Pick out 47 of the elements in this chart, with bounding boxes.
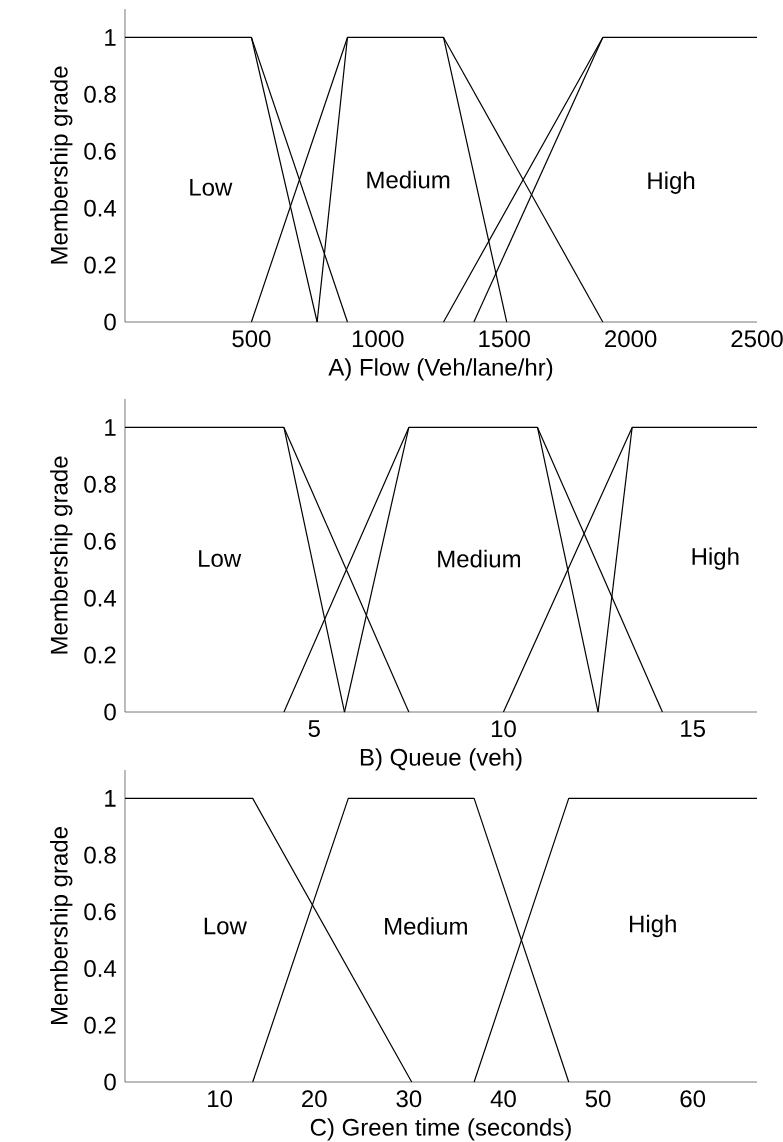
x-tick-label: 2500 xyxy=(731,330,783,348)
annotation: Low xyxy=(199,550,242,567)
y-tick-label: 0.8 xyxy=(84,475,116,493)
y-tick-label: 0.2 xyxy=(84,646,116,664)
y-tick-label: 1 xyxy=(105,29,116,46)
y-tick-label: 0 xyxy=(104,1073,116,1091)
x-tick-label: 40 xyxy=(490,1090,516,1108)
annotation: High xyxy=(630,914,676,938)
y-tick-label: 0.4 xyxy=(84,960,117,978)
x-axis-title: A) Flow (Veh/lane/hr) xyxy=(328,358,553,381)
x-tick-label: 5 xyxy=(308,720,320,738)
annotation: Medium xyxy=(438,549,521,568)
x-tick-label: 1500 xyxy=(479,330,530,348)
x-tick-label: 2000 xyxy=(605,330,657,348)
x-tick-label: 60 xyxy=(680,1090,706,1108)
y-tick-label: 1 xyxy=(105,790,116,807)
annotation: Medium xyxy=(367,170,450,189)
annotation: Low xyxy=(190,179,233,196)
x-tick-label: 15 xyxy=(681,720,705,738)
x-tick-label: 10 xyxy=(208,1090,233,1108)
annotation: Medium xyxy=(385,917,467,935)
y-tick-label: 0 xyxy=(104,313,116,331)
annotation: High xyxy=(692,547,739,570)
y-axis-title: Membership grade xyxy=(50,827,73,1025)
y-tick-label: 0.4 xyxy=(84,589,117,607)
y-tick-label: 0 xyxy=(104,703,116,721)
annotation: High xyxy=(648,171,695,194)
x-tick-label: 1000 xyxy=(352,330,404,348)
y-axis-title: Membership grade xyxy=(50,456,73,654)
x-tick-label: 30 xyxy=(396,1090,422,1108)
y-tick-label: 0.4 xyxy=(84,199,117,217)
x-axis-title: C) Green time (seconds) xyxy=(310,1118,571,1141)
y-tick-label: 0.2 xyxy=(84,256,116,274)
x-tick-label: 10 xyxy=(491,720,516,738)
y-tick-label: 0.2 xyxy=(84,1016,116,1034)
y-tick-label: 0.8 xyxy=(84,846,116,864)
x-tick-label: 500 xyxy=(232,330,271,348)
y-tick-label: 0.6 xyxy=(84,903,116,921)
y-tick-label: 1 xyxy=(105,419,116,436)
y-tick-label: 0.6 xyxy=(84,142,116,160)
y-tick-label: 0.8 xyxy=(84,85,116,103)
annotation: Low xyxy=(204,917,247,935)
x-tick-label: 20 xyxy=(302,1090,327,1108)
y-tick-label: 0.6 xyxy=(84,532,116,550)
y-axis-title: Membership grade xyxy=(50,66,73,264)
x-axis-title: B) Queue (veh) xyxy=(360,748,522,771)
x-tick-label: 50 xyxy=(585,1090,611,1108)
